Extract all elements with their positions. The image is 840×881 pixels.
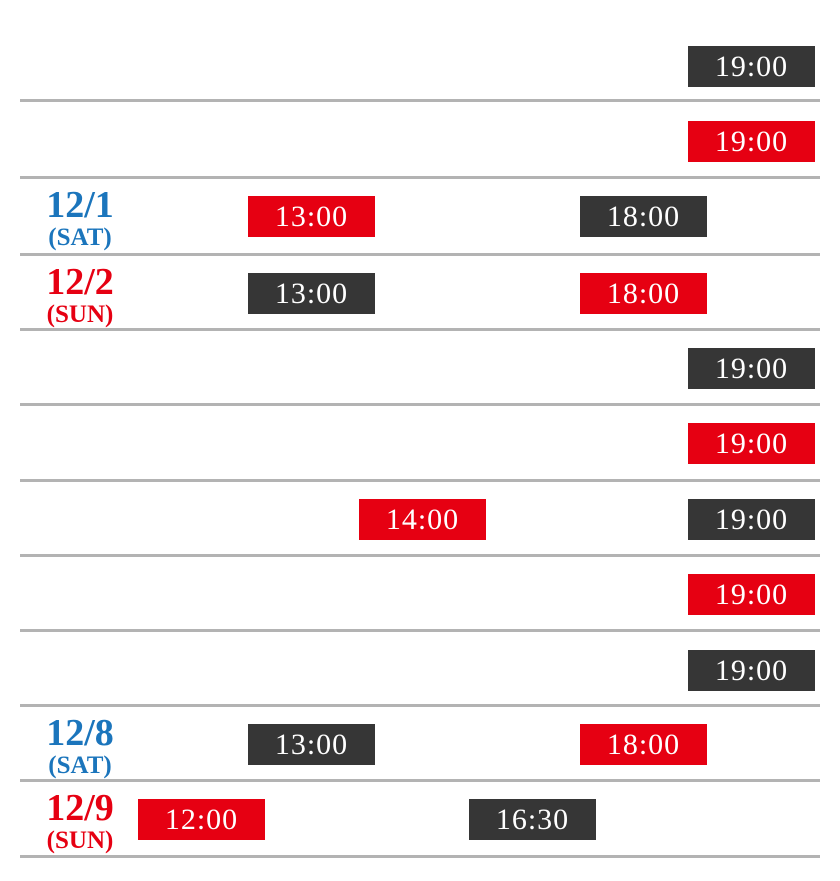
date-number: 12/8 [46, 712, 114, 754]
schedule-row: 12/8 (SAT) 13:00 18:00 [20, 707, 820, 782]
date-label: 12/2 (SUN) [28, 263, 132, 328]
date-number: 12/2 [46, 261, 114, 303]
time-badge[interactable]: 18:00 [580, 724, 707, 765]
schedule-row: 12/1 (SAT) 13:00 18:00 [20, 179, 820, 256]
time-badge[interactable]: 18:00 [580, 273, 707, 314]
time-badge[interactable]: 19:00 [688, 650, 815, 691]
date-label: 12/9 (SUN) [28, 789, 132, 854]
time-badge[interactable]: 19:00 [688, 423, 815, 464]
schedule-row: 19:00 [20, 331, 820, 406]
date-label: 12/1 (SAT) [28, 186, 132, 251]
date-number: 12/1 [46, 184, 114, 226]
time-badge[interactable]: 19:00 [688, 121, 815, 162]
schedule-row: 19:00 [20, 0, 820, 102]
time-badge[interactable]: 19:00 [688, 574, 815, 615]
time-badge[interactable]: 16:30 [469, 799, 596, 840]
time-badge[interactable]: 13:00 [248, 273, 375, 314]
schedule-row: 12/9 (SUN) 12:00 16:30 [20, 782, 820, 858]
schedule-row: 14:00 19:00 [20, 482, 820, 557]
schedule-row: 19:00 [20, 632, 820, 707]
day-of-week-label: (SAT) [48, 224, 112, 251]
time-badge[interactable]: 19:00 [688, 46, 815, 87]
time-badge[interactable]: 18:00 [580, 196, 707, 237]
time-badge[interactable]: 14:00 [359, 499, 486, 540]
day-of-week-label: (SUN) [46, 827, 114, 854]
schedule-row: 19:00 [20, 557, 820, 632]
time-badge[interactable]: 13:00 [248, 196, 375, 237]
time-badge[interactable]: 19:00 [688, 499, 815, 540]
time-badge[interactable]: 19:00 [688, 348, 815, 389]
day-of-week-label: (SUN) [46, 301, 114, 328]
date-label: 12/8 (SAT) [28, 714, 132, 779]
date-number: 12/9 [46, 787, 114, 829]
time-badge[interactable]: 12:00 [138, 799, 265, 840]
day-of-week-label: (SAT) [48, 752, 112, 779]
schedule-row: 12/2 (SUN) 13:00 18:00 [20, 256, 820, 331]
time-badge[interactable]: 13:00 [248, 724, 375, 765]
schedule-row: 19:00 [20, 102, 820, 179]
schedule-row: 19:00 [20, 406, 820, 482]
